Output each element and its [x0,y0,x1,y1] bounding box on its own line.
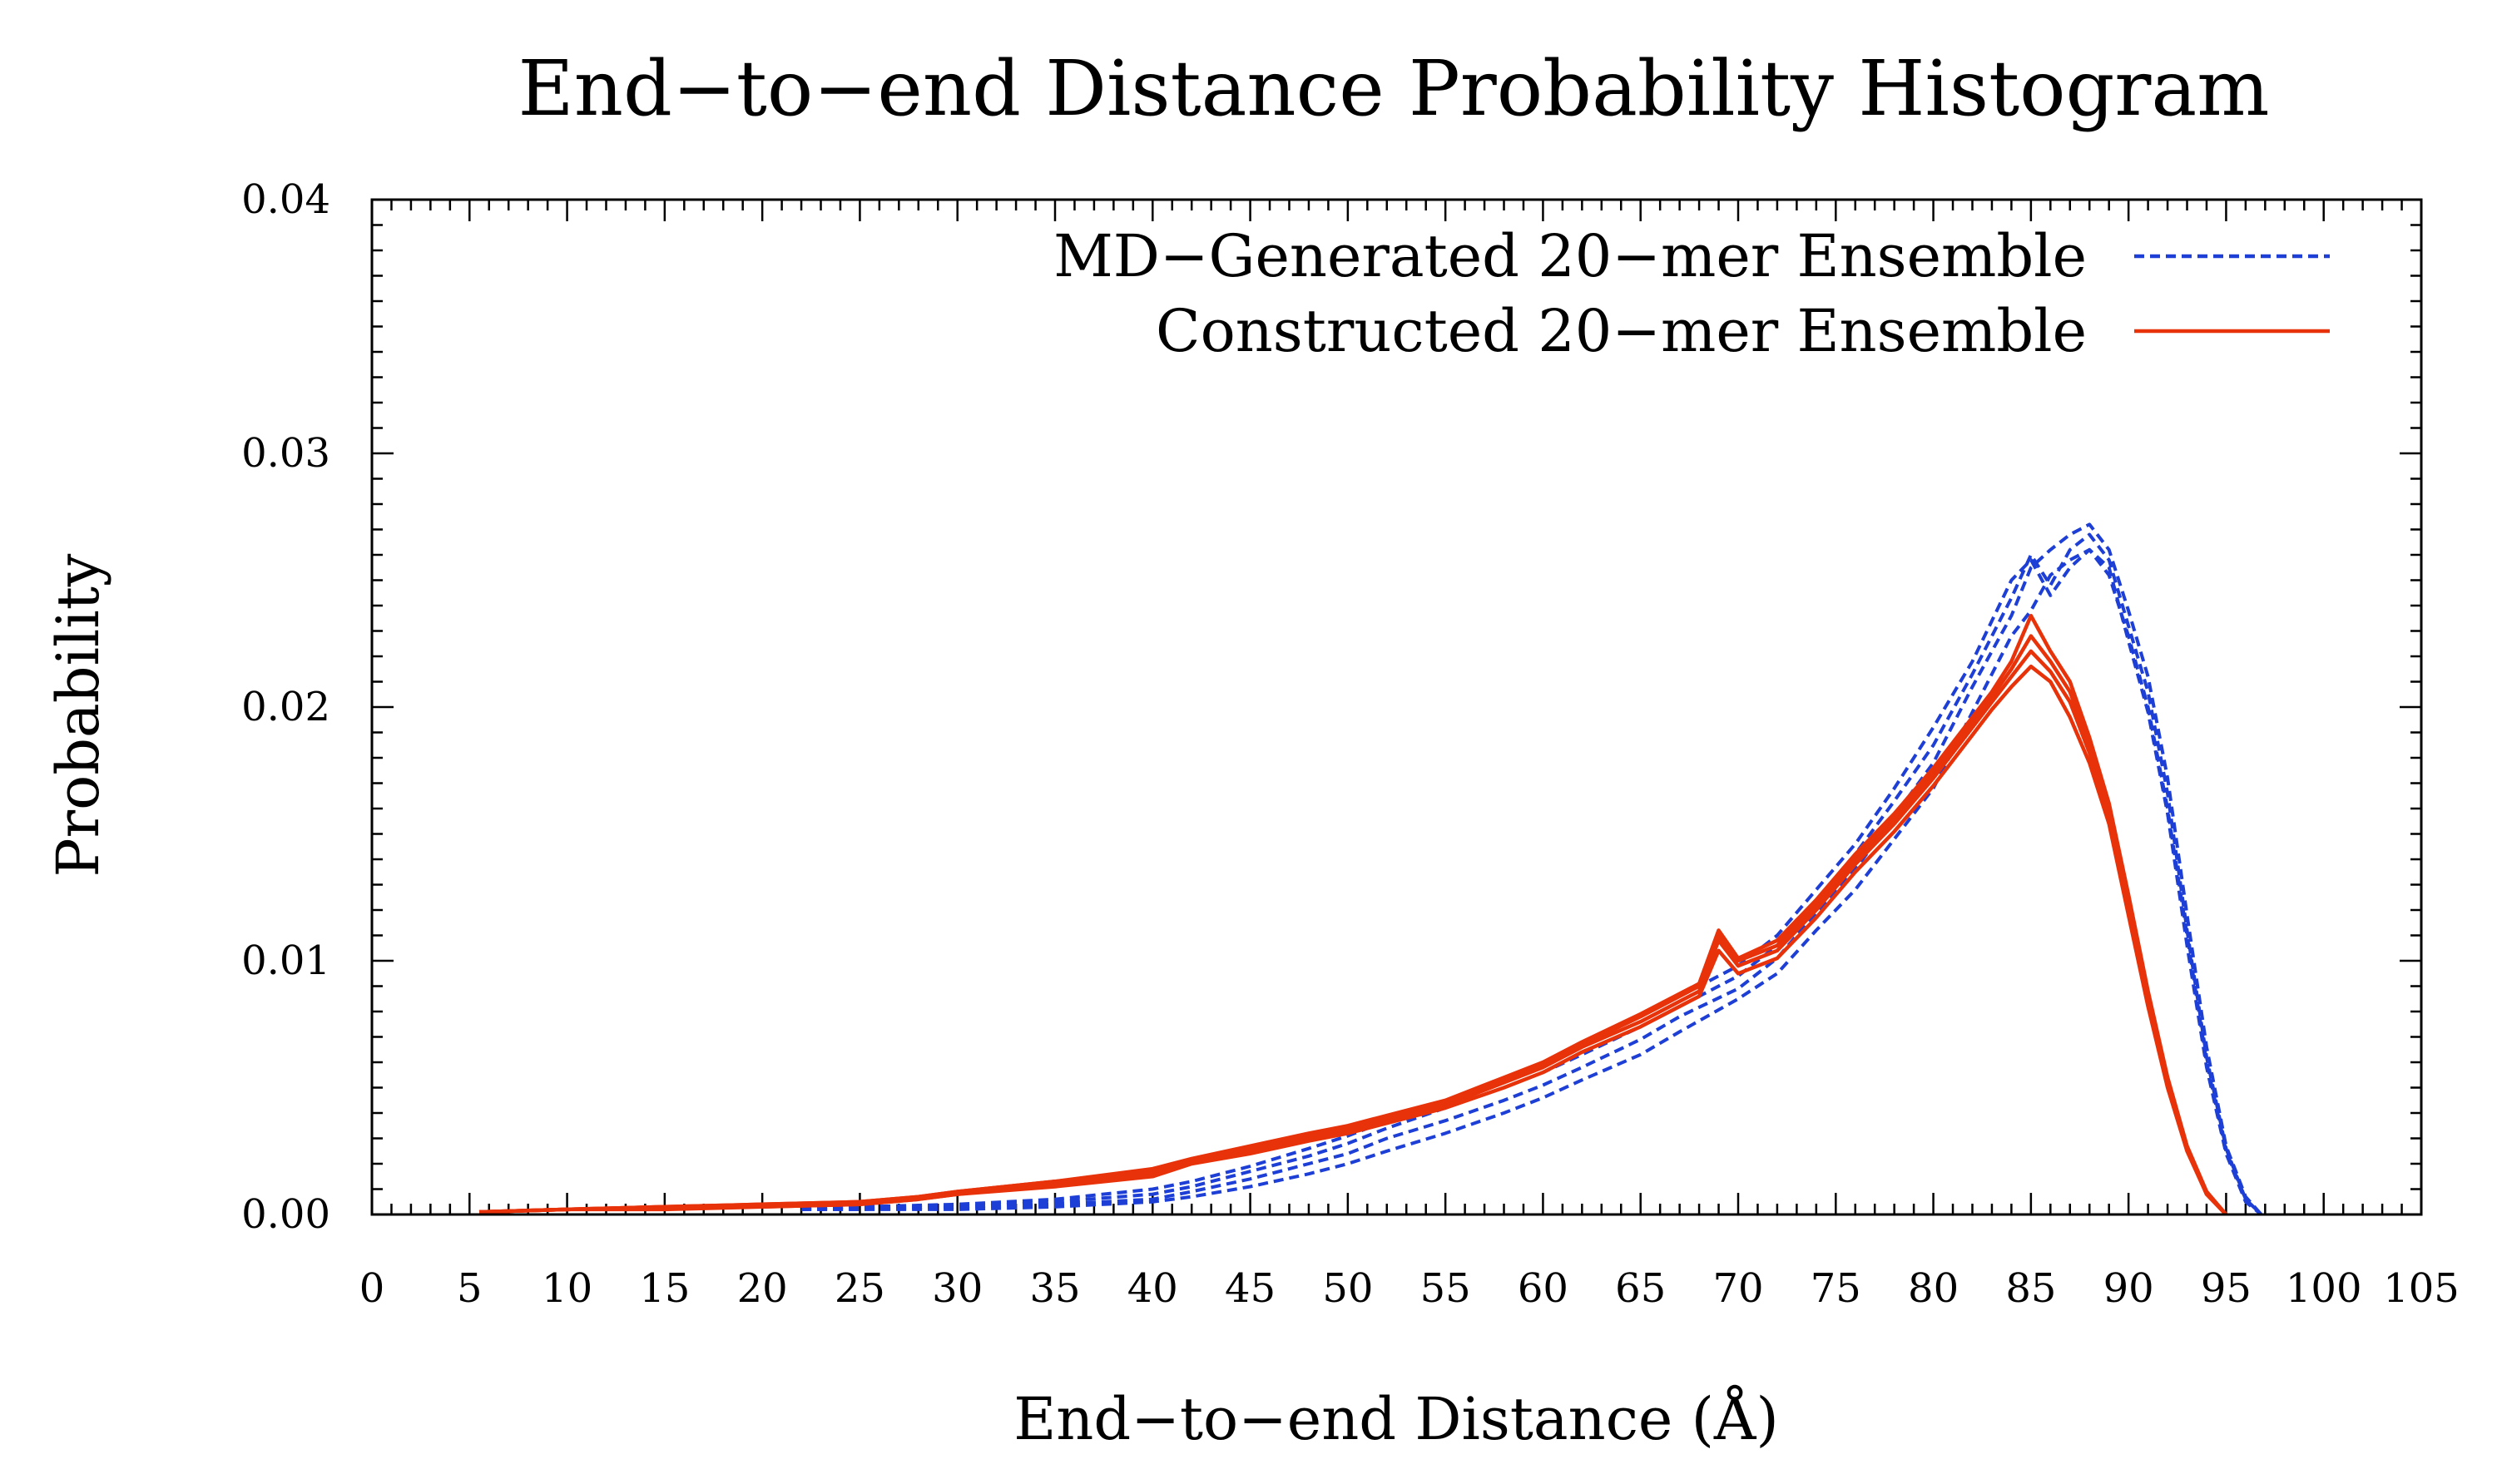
y-tick-label: 0.01 [241,937,330,984]
x-axis-label: End−to−end Distance (Å) [1013,1385,1779,1453]
x-tick-label: 0 [359,1265,385,1312]
constructed-series-line [478,664,2228,1216]
x-tick-label: 90 [2103,1265,2154,1312]
x-tick-labels: 0 5 10 15 20 25 30 35 40 45 50 55 60 65 70 75 80 85 90 95 10… [359,1265,2460,1312]
chart-title: End−to−end Distance Probability Histogra… [518,44,2270,133]
tick-marks [370,198,2423,1216]
x-tick-label: 60 [1518,1265,1568,1312]
md-series-line [801,547,2262,1216]
legend-label: Constructed 20−mer Ensemble [1156,297,2087,365]
x-tick-label: 25 [835,1265,885,1312]
x-tick-label: 55 [1420,1265,1471,1312]
y-tick-label: 0.00 [241,1191,330,1238]
md-series-line [801,522,2263,1216]
x-tick-label: 45 [1225,1265,1276,1312]
x-tick-label: 50 [1322,1265,1373,1312]
x-tick-label: 75 [1811,1265,1861,1312]
x-tick-label: 65 [1615,1265,1666,1312]
x-tick-label: 85 [2005,1265,2056,1312]
series-lines [478,522,2263,1216]
y-tick-labels: 0.00 0.01 0.02 0.03 0.04 [241,176,330,1238]
x-tick-label: 20 [737,1265,788,1312]
y-tick-label: 0.02 [241,684,330,730]
x-tick-label: 100 [2286,1265,2362,1312]
legend-label: MD−Generated 20−mer Ensemble [1053,222,2087,290]
x-tick-label: 30 [932,1265,983,1312]
x-tick-label: 80 [1908,1265,1959,1312]
x-tick-label: 35 [1029,1265,1080,1312]
x-tick-label: 95 [2201,1265,2252,1312]
x-tick-label: 105 [2383,1265,2460,1312]
x-tick-label: 10 [542,1265,592,1312]
legend: MD−Generated 20−mer Ensemble Constructed … [1053,222,2330,365]
x-tick-label: 70 [1712,1265,1763,1312]
md-series-line [801,532,2263,1216]
y-tick-label: 0.03 [241,430,330,477]
y-axis-label: Probability [44,553,112,877]
x-tick-label: 15 [639,1265,690,1312]
x-tick-label: 5 [457,1265,483,1312]
y-tick-label: 0.04 [241,176,330,223]
plot-frame [370,198,2423,1216]
constructed-series-line [478,634,2228,1216]
x-tick-label: 40 [1127,1265,1178,1312]
